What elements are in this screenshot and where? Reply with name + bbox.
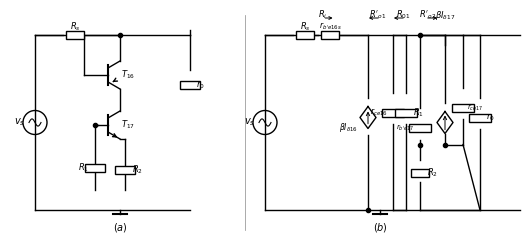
Text: $R_i$: $R_i$ (318, 9, 327, 21)
Bar (411, 168, 429, 176)
Text: $R_{01}$: $R_{01}$ (395, 9, 410, 21)
Bar (382, 108, 404, 116)
Text: $R'_{o2}$: $R'_{o2}$ (419, 9, 437, 21)
Bar (296, 31, 314, 39)
Bar (115, 166, 135, 174)
Text: $r_{ce17}$: $r_{ce17}$ (467, 102, 483, 113)
Text: $r_{ce16}$: $r_{ce16}$ (370, 107, 388, 118)
Text: $r_{b'e17}$: $r_{b'e17}$ (396, 122, 414, 132)
Text: $r_0$: $r_0$ (486, 112, 494, 123)
Text: $T_{16}$: $T_{16}$ (121, 69, 135, 81)
Text: $T_{17}$: $T_{17}$ (121, 119, 135, 131)
Text: $\beta I_{\delta 16}$: $\beta I_{\delta 16}$ (338, 121, 357, 134)
Bar (321, 31, 339, 39)
Bar (469, 114, 491, 121)
Bar (395, 108, 417, 116)
Text: $\beta I_{\delta 17}$: $\beta I_{\delta 17}$ (435, 8, 455, 22)
Text: $v_s$: $v_s$ (244, 117, 256, 128)
Text: $(a)$: $(a)$ (112, 222, 127, 234)
Text: $R_1$: $R_1$ (412, 106, 423, 119)
Bar (409, 124, 431, 132)
Text: $R_1$: $R_1$ (78, 161, 89, 174)
Text: $v_s$: $v_s$ (14, 117, 25, 128)
Text: $(b)$: $(b)$ (373, 222, 388, 234)
Polygon shape (360, 107, 376, 128)
Bar (85, 163, 105, 172)
Text: $R_2$: $R_2$ (427, 166, 438, 179)
Polygon shape (437, 112, 453, 133)
Text: $r_0$: $r_0$ (195, 79, 204, 91)
Text: $R_s$: $R_s$ (299, 21, 310, 33)
Text: $R_2$: $R_2$ (131, 163, 143, 176)
Bar (180, 81, 200, 89)
Bar (452, 103, 474, 112)
Text: $R'_{o1}$: $R'_{o1}$ (370, 9, 386, 21)
Bar (66, 31, 84, 39)
Text: $r_{b'e16s}$: $r_{b'e16s}$ (318, 20, 342, 32)
Text: $R_s$: $R_s$ (70, 21, 80, 33)
